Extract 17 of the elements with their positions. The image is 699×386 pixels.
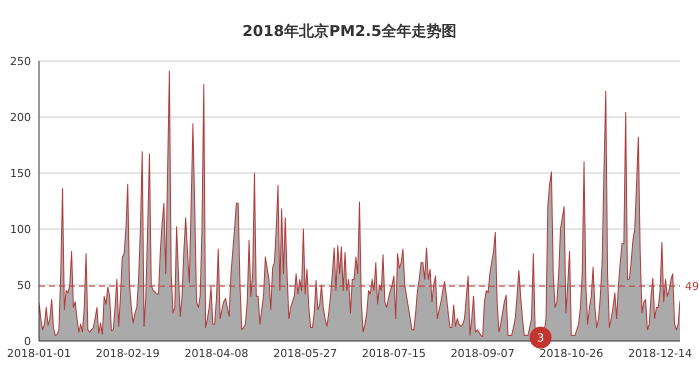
ref-line-label: 49 [685,280,699,294]
y-tick-label: 50 [17,278,31,292]
x-tick-label: 2018-01-01 [7,346,71,360]
y-tick-label: 0 [24,334,31,348]
x-tick-label: 2018-02-19 [96,346,160,360]
x-tick-label: 2018-04-08 [184,346,248,360]
x-tick-label: 2018-07-15 [362,346,426,360]
x-tick-label: 2018-12-14 [628,346,692,360]
y-tick-label: 100 [10,222,31,236]
y-tick-label: 200 [10,110,31,124]
x-tick-label: 2018-10-26 [539,346,604,360]
x-tick-label: 2018-05-27 [273,346,338,360]
annotation: 3 [537,332,544,345]
x-tick-label: 2018-09-07 [450,346,515,360]
y-tick-label: 150 [10,166,31,180]
y-tick-label: 250 [10,54,31,68]
chart-title: 2018年北京PM2.5全年走势图 [241,22,458,41]
